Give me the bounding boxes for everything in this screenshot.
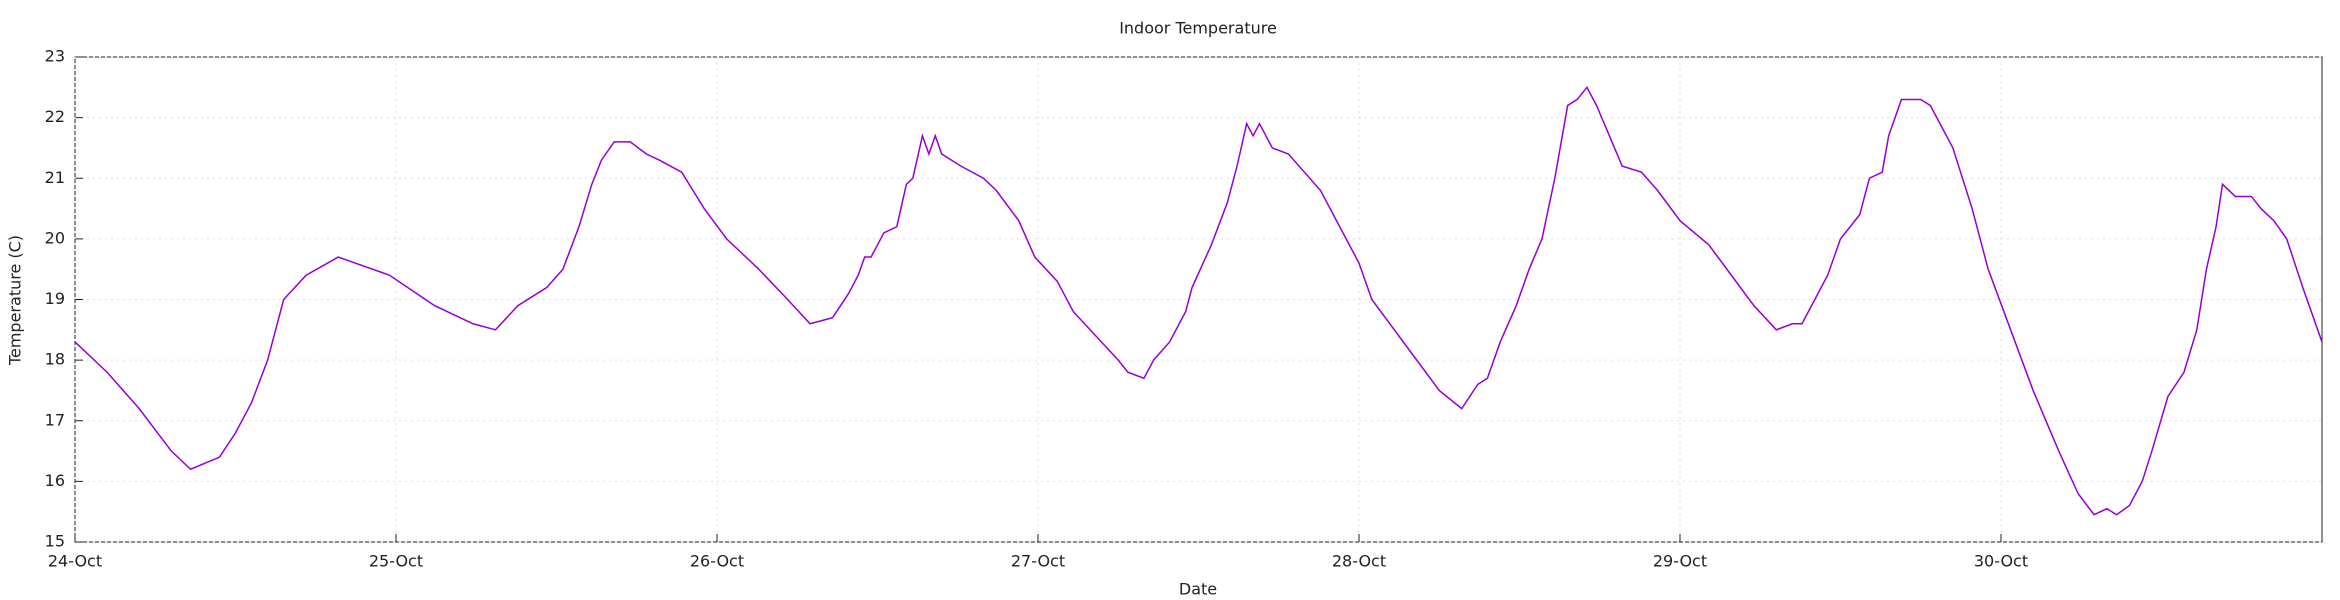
y-tick-label: 18: [45, 350, 65, 369]
x-tick-label: 25-Oct: [369, 552, 423, 571]
data-line: [74, 85, 2323, 516]
y-tick-label: 20: [45, 228, 65, 247]
x-tick-label: 26-Oct: [690, 552, 744, 571]
x-tick-label: 24-Oct: [48, 552, 102, 571]
x-tick-label: 28-Oct: [1332, 552, 1386, 571]
chart-title: Indoor Temperature: [1119, 19, 1277, 38]
y-tick-label: 22: [45, 107, 65, 126]
y-tick-label: 17: [45, 410, 65, 429]
x-tick-label: 29-Oct: [1653, 552, 1707, 571]
y-tick-label: 19: [45, 289, 65, 308]
y-tick-label: 16: [45, 471, 65, 490]
y-axis-label: Temperature (C): [6, 235, 25, 366]
x-tick-label: 27-Oct: [1011, 552, 1065, 571]
y-tick-label: 23: [45, 47, 65, 66]
x-axis-label: Date: [1179, 580, 1217, 599]
y-tick-label: 21: [45, 168, 65, 187]
x-tick-label: 30-Oct: [1974, 552, 2028, 571]
y-tick-label: 15: [45, 532, 65, 551]
